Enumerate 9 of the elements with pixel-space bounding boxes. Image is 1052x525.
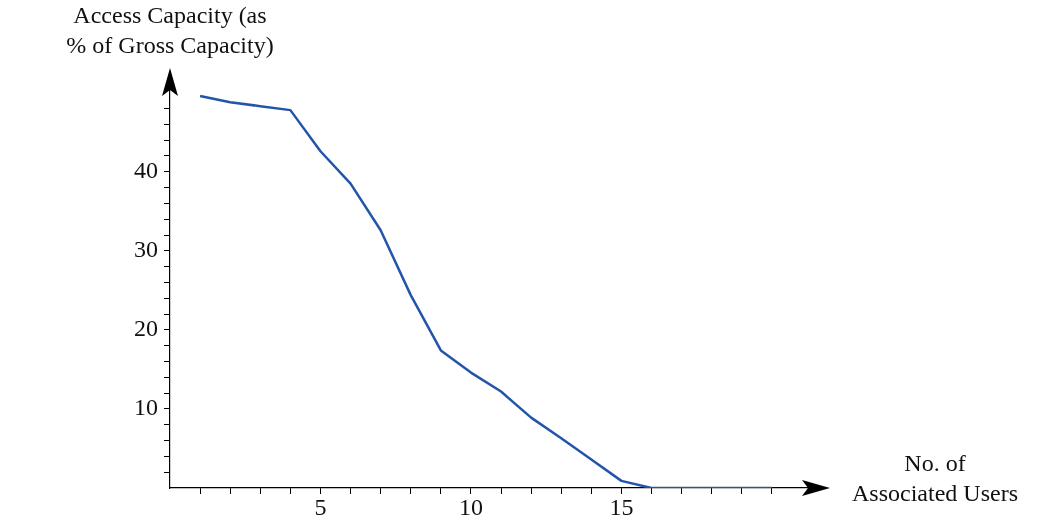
- y-axis-title: Access Capacity (as % of Gross Capacity): [65, 1, 275, 60]
- y-tick-label: 10: [134, 394, 158, 421]
- x-tick-label: 15: [609, 493, 634, 520]
- x-tick-label: 5: [314, 493, 327, 520]
- x-axis-title: No. of Associated Users: [851, 449, 1019, 508]
- y-tick-label: 30: [134, 236, 158, 263]
- x-tick-label: 10: [458, 493, 483, 520]
- y-tick-label: 20: [134, 315, 158, 342]
- y-tick-label: 40: [134, 157, 158, 184]
